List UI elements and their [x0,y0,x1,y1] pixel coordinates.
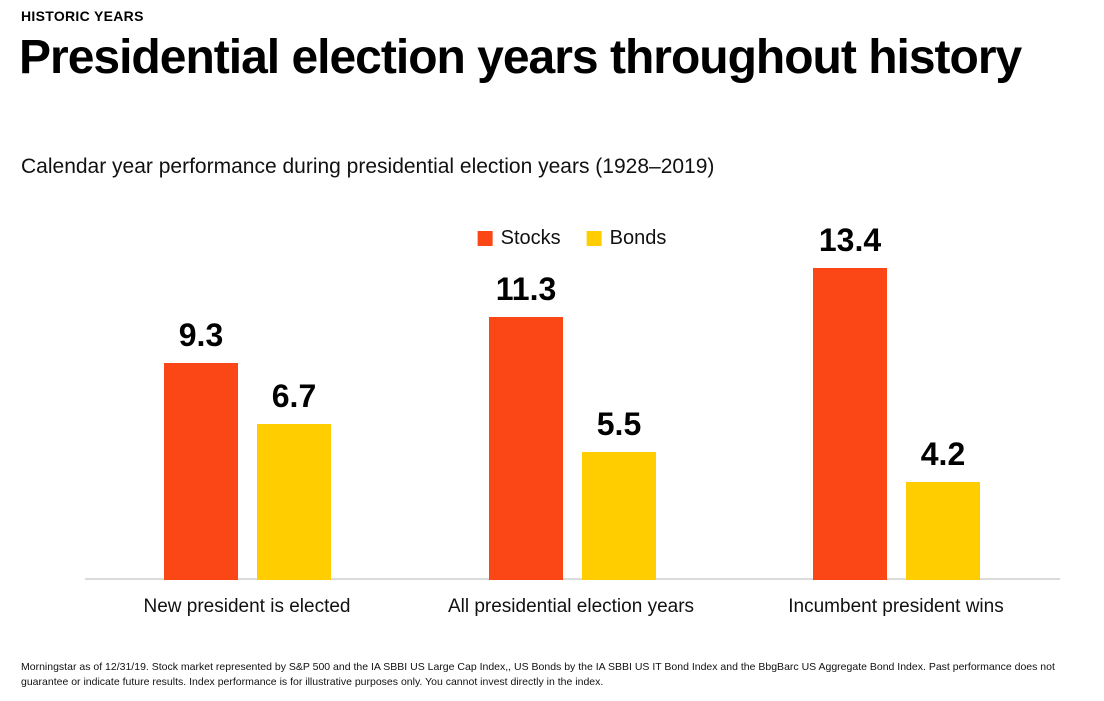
legend-swatch-bonds [586,230,602,246]
legend-item-bonds: Bonds [586,226,667,250]
legend-item-stocks: Stocks [477,226,561,250]
x-axis-category-label: All presidential election years [447,596,695,617]
bar-stocks-1 [164,363,238,580]
bar-bonds-1 [257,424,331,580]
page-subtitle: Calendar year performance during preside… [21,155,715,178]
bar-cell: 5.5 [582,408,656,580]
bar-group-1: 9.3 6.7 [164,319,331,580]
bar-value-label: 5.5 [596,406,642,442]
bar-stocks-3 [813,268,887,580]
bar-cell: 13.4 [813,224,887,580]
legend-swatch-stocks [477,230,493,246]
x-axis-category-label: New president is elected [143,596,351,617]
bar-bonds-2 [582,452,656,580]
chart-legend: Stocks Bonds [477,224,667,252]
bar-value-label: 9.3 [178,317,224,353]
bar-cell: 4.2 [906,438,980,580]
bar-group-3: 13.4 4.2 [813,224,980,580]
bar-cell: 9.3 [164,319,238,580]
bar-bonds-3 [906,482,980,580]
x-axis-line [85,578,1060,580]
legend-label: Stocks [500,226,561,249]
bar-cell: 11.3 [489,273,563,580]
footnote-disclaimer: Morningstar as of 12/31/19. Stock market… [21,661,1055,689]
page-title: Presidential election years throughout h… [19,31,1022,84]
bar-stocks-2 [489,317,563,580]
x-axis-category-label: Incumbent president wins [788,596,1004,617]
bar-group-2: 11.3 5.5 [489,273,656,580]
bar-value-label: 4.2 [920,436,966,472]
legend-label: Bonds [609,226,667,249]
eyebrow-label: HISTORIC YEARS [21,8,144,24]
bar-cell: 6.7 [257,380,331,580]
bar-value-label: 11.3 [495,271,557,307]
bar-value-label: 13.4 [818,222,882,258]
bar-value-label: 6.7 [271,378,317,414]
